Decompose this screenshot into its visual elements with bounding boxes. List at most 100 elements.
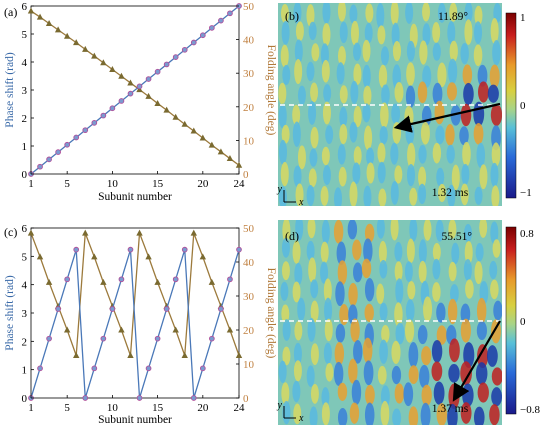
heatmap-wave-blob-b bbox=[280, 44, 289, 68]
heatmap-wave-blob-d bbox=[431, 361, 443, 382]
heatmap-wave-blob-b bbox=[447, 21, 456, 45]
heatmap-wave-blob-d bbox=[448, 261, 457, 282]
heatmap-wave-blob-d bbox=[353, 339, 363, 364]
heatmap-wave-blob-d bbox=[309, 406, 318, 425]
heatmap-wave-blob-d bbox=[335, 323, 346, 343]
heatmap-wave-blob-d bbox=[476, 297, 487, 324]
heatmap-wave-blob-d bbox=[294, 321, 303, 341]
heatmap-wave-blob-d bbox=[337, 382, 348, 401]
heatmap-wave-blob-b bbox=[419, 40, 428, 65]
heatmap-wave-blob-d bbox=[364, 277, 375, 302]
heatmap-wave-blob-b bbox=[464, 19, 473, 45]
heatmap-wave-blob-b bbox=[365, 3, 374, 23]
y-tick-label-right-a: 40 bbox=[243, 35, 255, 47]
heatmap-wave-blob-d bbox=[376, 283, 385, 304]
panel-label-d: (d) bbox=[285, 229, 299, 243]
marker-phase-shift-a bbox=[227, 10, 233, 17]
heatmap-wave-blob-b bbox=[436, 167, 445, 187]
marker-phase-shift-c bbox=[154, 335, 161, 342]
heatmap-wave-blob-d bbox=[404, 261, 413, 282]
heatmap-wave-blob-d bbox=[489, 260, 498, 280]
y-tick-label-left-a: 1 bbox=[22, 141, 28, 153]
heatmap-wave-blob-d bbox=[447, 403, 458, 425]
heatmap-wave-blob-b bbox=[308, 101, 317, 125]
marker-phase-shift-a bbox=[109, 105, 116, 112]
heatmap-wave-blob-b bbox=[294, 39, 303, 64]
marker-phase-shift-c bbox=[199, 365, 206, 372]
heatmap-b-angle-label: 11.89° bbox=[438, 11, 468, 23]
heatmap-wave-blob-b bbox=[278, 103, 287, 129]
heatmap-wave-blob-b bbox=[490, 162, 499, 188]
y-tick-label-left-a: 3 bbox=[22, 85, 28, 97]
axis-indicator-d-y-label: y bbox=[277, 400, 283, 411]
marker-phase-shift-c bbox=[127, 246, 134, 253]
heatmap-wave-blob-d bbox=[292, 240, 301, 264]
heatmap-wave-blob-b bbox=[432, 142, 442, 164]
colorbar-b-tick-top: 1 bbox=[520, 12, 526, 24]
heatmap-wave-blob-b bbox=[311, 43, 320, 62]
heatmap-wave-blob-b bbox=[477, 64, 488, 87]
marker-folding-angle-a bbox=[100, 59, 107, 66]
colorbar-b bbox=[505, 12, 517, 199]
heatmap-wave-blob-b bbox=[297, 85, 306, 105]
colorbar-d-tick-bottom: −0.8 bbox=[520, 404, 540, 416]
marker-folding-angle-a bbox=[36, 13, 44, 20]
heatmap-wave-blob-b bbox=[432, 42, 441, 61]
heatmap-wave-blob-d bbox=[394, 383, 405, 404]
y-tick-label-left-a: 2 bbox=[22, 113, 28, 125]
heatmap-wave-blob-d bbox=[463, 259, 472, 281]
marker-folding-angle-c bbox=[127, 352, 134, 358]
heatmap-wave-blob-b bbox=[308, 168, 317, 188]
heatmap-wave-blob-d bbox=[436, 325, 447, 345]
heatmap-wave-blob-d bbox=[351, 379, 362, 405]
heatmap-wave-blob-b bbox=[282, 64, 291, 85]
heatmap-wave-blob-d bbox=[450, 284, 459, 304]
heatmap-wave-blob-b bbox=[349, 121, 358, 143]
marker-phase-shift-a bbox=[136, 83, 143, 90]
x-axis-title-c: Subunit number bbox=[98, 414, 172, 426]
heatmap-wave-blob-d bbox=[353, 262, 363, 283]
heatmap-wave-blob-d bbox=[493, 300, 502, 321]
heatmap-wave-blob-d bbox=[475, 362, 488, 385]
heatmap-wave-blob-b bbox=[434, 100, 445, 125]
heatmap-wave-blob-b bbox=[363, 85, 372, 107]
heatmap-wave-blob-b bbox=[306, 185, 315, 206]
heatmap-wave-blob-d bbox=[321, 220, 330, 245]
heatmap-wave-blob-d bbox=[460, 318, 471, 343]
marker-phase-shift-a bbox=[190, 39, 197, 46]
heatmap-wave-blob-d bbox=[349, 402, 360, 424]
heatmap-wave-blob-b bbox=[390, 180, 399, 205]
heatmap-wave-blob-b bbox=[321, 146, 330, 166]
marker-phase-shift-a bbox=[91, 120, 98, 126]
colorbar-d-tick-top: 0.8 bbox=[520, 228, 534, 240]
heatmap-d-arrow bbox=[452, 320, 501, 402]
heatmap-wave-blob-d bbox=[350, 318, 360, 343]
axis-indicator-d: y x bbox=[277, 400, 304, 424]
heatmap-wave-blob-d bbox=[418, 260, 427, 284]
heatmap-wave-blob-d bbox=[310, 279, 319, 299]
series-line-folding-angle-c bbox=[30, 232, 240, 356]
heatmap-wave-blob-d bbox=[435, 220, 444, 242]
heatmap-wave-blob-d bbox=[432, 282, 441, 302]
heatmap-wave-blob-b bbox=[460, 42, 469, 65]
heatmap-wave-blob-b bbox=[337, 46, 346, 66]
heatmap-wave-blob-d bbox=[306, 240, 315, 261]
marker-folding-angle-a bbox=[181, 120, 188, 127]
heatmap-wave-blob-d bbox=[489, 404, 500, 425]
heatmap-wave-blob-b bbox=[474, 5, 483, 26]
axis-indicator-b: y x bbox=[277, 184, 304, 208]
heatmap-wave-blob-b bbox=[380, 46, 390, 66]
x-tick-label-c: 24 bbox=[234, 402, 246, 414]
heatmap-wave-blob-d bbox=[361, 258, 372, 279]
heatmap-wave-blob-d bbox=[292, 281, 301, 303]
heatmap-wave-blob-d bbox=[278, 360, 287, 383]
heatmap-wave-blob-b bbox=[406, 164, 415, 187]
marker-folding-angle-a bbox=[73, 39, 80, 46]
y-tick-label-right-c: 0 bbox=[243, 393, 249, 405]
heatmap-wave-blob-b bbox=[323, 84, 332, 103]
heatmap-wave-blob-b bbox=[447, 184, 456, 206]
heatmap-wave-blob-d bbox=[391, 365, 402, 385]
heatmap-wave-blob-b bbox=[405, 3, 414, 24]
heatmap-wave-blob-b bbox=[407, 142, 416, 169]
